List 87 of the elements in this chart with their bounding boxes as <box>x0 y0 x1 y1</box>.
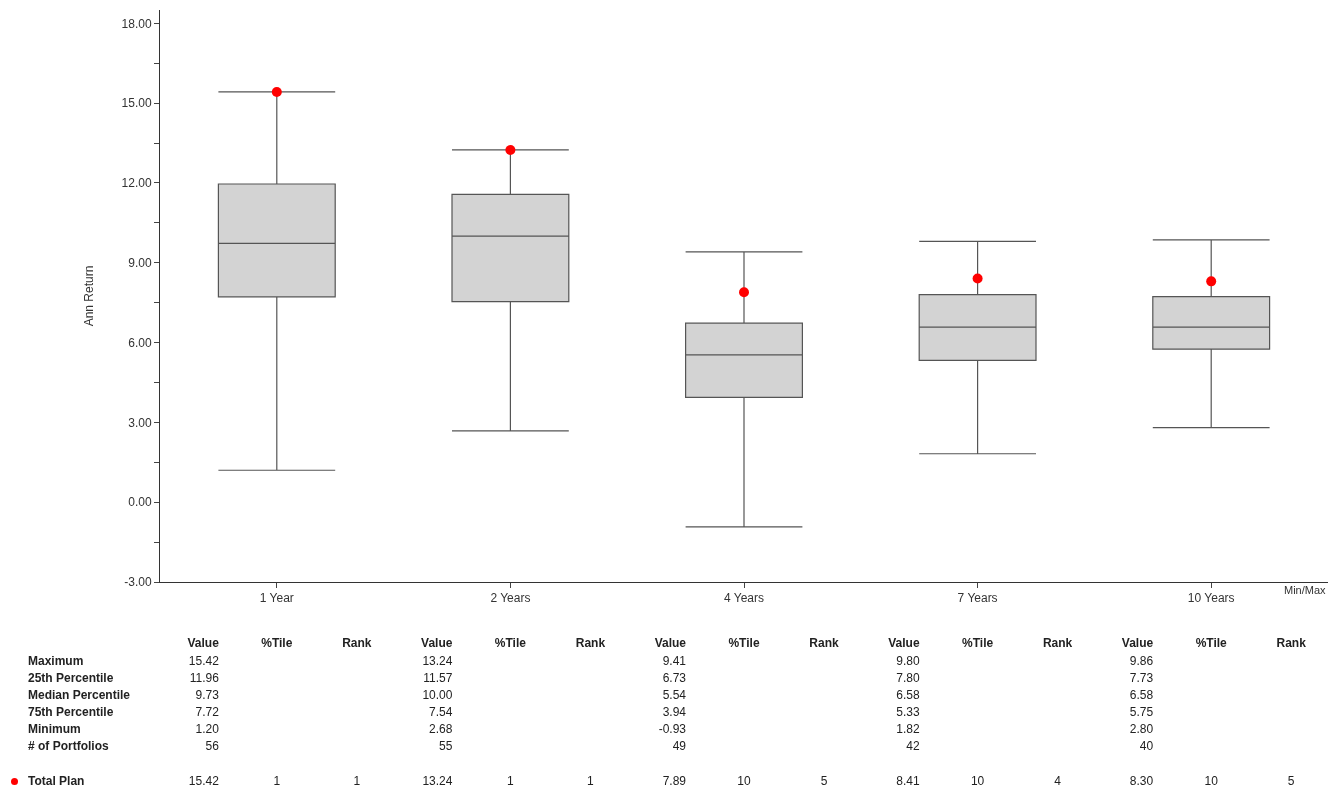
point <box>1206 276 1217 287</box>
text: 1 <box>586 774 595 788</box>
text: 56 <box>205 739 219 753</box>
text: 1 <box>272 774 282 788</box>
text: 7.73 <box>1129 671 1154 685</box>
text: 2.80 <box>1129 722 1154 736</box>
text: 2.68 <box>429 722 453 736</box>
text: 15.42 <box>188 654 219 668</box>
x-tick-label: 2 Years <box>490 591 531 606</box>
text: 5.33 <box>896 705 920 719</box>
text: 5.75 <box>1129 705 1154 719</box>
text: 7.54 <box>429 705 453 719</box>
text: 5.54 <box>662 688 686 702</box>
y-axis-title: Ann Return <box>81 265 96 327</box>
text: Value <box>187 636 219 650</box>
point <box>739 287 749 298</box>
text: 7.89 <box>662 774 686 788</box>
text: 25th Percentile <box>28 671 114 685</box>
text: 8.41 <box>896 774 920 788</box>
text: Rank <box>341 636 373 650</box>
text: Value <box>654 636 686 650</box>
text: %Tile <box>260 636 294 650</box>
text: -0.93 <box>658 722 686 736</box>
point <box>505 144 516 155</box>
text: 6.58 <box>1129 688 1154 702</box>
text: 42 <box>906 739 920 753</box>
text: 9.41 <box>662 654 686 668</box>
text: Rank <box>809 636 839 650</box>
point <box>271 86 282 97</box>
text: Rank <box>1042 636 1073 650</box>
text: 15.42 <box>188 774 219 788</box>
text: 1.20 <box>195 722 219 736</box>
text: Min/Max <box>1284 584 1327 596</box>
text: %Tile <box>1195 636 1227 650</box>
text: 4 <box>1053 774 1062 788</box>
x-tick-label: 10 Years <box>1187 591 1235 606</box>
text: 7.72 <box>195 705 219 719</box>
text: 11.96 <box>189 671 219 685</box>
y-tick-label: 15.00 <box>121 96 152 111</box>
text: Rank <box>1276 636 1306 650</box>
x-tick-label: 7 Years <box>957 591 998 606</box>
text: Value <box>1121 636 1154 650</box>
text: %Tile <box>728 636 760 650</box>
legend-label: Total Plan <box>28 774 85 788</box>
text: %Tile <box>962 636 994 650</box>
y-tick-label: 6.00 <box>128 335 152 350</box>
y-tick-label: 0.00 <box>128 495 152 510</box>
text: %Tile <box>494 636 526 650</box>
text: 5 <box>1286 774 1296 788</box>
text: 49 <box>672 739 686 753</box>
y-tick-label: 9.00 <box>128 255 152 270</box>
text: 7.80 <box>896 671 920 685</box>
text: 5 <box>819 774 829 788</box>
text: Value <box>421 636 453 650</box>
text: 1 <box>506 774 515 788</box>
text: Median Percentile <box>28 688 131 702</box>
y-tick-label: 3.00 <box>128 415 152 430</box>
text: 13.24 <box>422 654 453 668</box>
text: Minimum <box>28 722 81 736</box>
x-tick-label: 1 Year <box>259 591 294 606</box>
text: 13.24 <box>422 774 453 788</box>
text: 10.00 <box>422 688 453 702</box>
text: 6.58 <box>896 688 920 702</box>
text: 8.30 <box>1129 774 1154 788</box>
text: 1.82 <box>896 722 920 736</box>
text: # of Portfolios <box>28 739 109 753</box>
y-tick-label: 12.00 <box>121 176 152 191</box>
text: 10 <box>1203 774 1219 788</box>
x-tick-label: 4 Years <box>723 591 765 606</box>
text: 40 <box>1139 739 1154 753</box>
point <box>972 273 983 284</box>
text: 3.94 <box>662 705 686 719</box>
text: Rank <box>575 636 606 650</box>
text: Value <box>888 636 920 650</box>
text: 9.80 <box>896 654 920 668</box>
text: 9.73 <box>195 688 219 702</box>
text: 1 <box>352 774 362 788</box>
text: 6.73 <box>662 671 686 685</box>
text: 75th Percentile <box>28 705 114 719</box>
text: 9.86 <box>1129 654 1154 668</box>
text: Maximum <box>28 654 84 668</box>
y-tick-label: 18.00 <box>121 16 152 31</box>
text: 55 <box>439 739 453 753</box>
y-tick-label: -3.00 <box>124 575 152 590</box>
text: 10 <box>736 774 752 788</box>
text: 10 <box>969 774 986 788</box>
text: 11.57 <box>423 671 453 685</box>
